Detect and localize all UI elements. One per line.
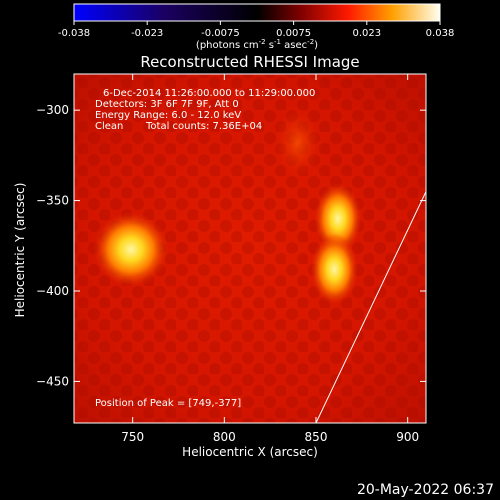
colorbar-tick-label: 0.038 xyxy=(426,28,455,39)
y-tick-label: −350 xyxy=(36,194,69,208)
colorbar-tick-label: -0.038 xyxy=(58,28,90,39)
colorbar-tick-label: -0.0075 xyxy=(201,28,240,39)
time-range: 6-Dec-2014 11:26:00.000 to 11:29:00.000 xyxy=(103,88,316,99)
x-axis-label: Heliocentric X (arcsec) xyxy=(182,445,318,459)
solar-limb-line xyxy=(315,191,426,423)
colorbar-units: (photons cm-2 s-1 asec-2) xyxy=(196,38,318,51)
detectors-info: Detectors: 3F 6F 7F 9F, Att 0 xyxy=(95,99,239,110)
colorbar-ticks: -0.038 -0.023 -0.0075 0.0075 0.023 0.038 xyxy=(58,21,454,39)
y-tick-label: −450 xyxy=(36,374,69,388)
colorbar-tick-label: 0.023 xyxy=(352,28,381,39)
y-tick-label: −400 xyxy=(36,284,69,298)
x-tick-label: 800 xyxy=(213,430,236,444)
x-tick-label: 900 xyxy=(396,430,419,444)
x-tick-label: 750 xyxy=(121,430,144,444)
source-blob xyxy=(92,211,169,288)
y-axis-label: Heliocentric Y (arcsec) xyxy=(13,183,27,318)
y-tick-label: −300 xyxy=(36,103,69,117)
colorbar-tick-label: -0.023 xyxy=(131,28,163,39)
axis-ticks: 750 800 850 900 −450 −400 −350 −300 xyxy=(36,74,426,444)
clean-label: Clean xyxy=(95,121,124,132)
source-blob xyxy=(310,233,359,306)
timestamp: 20-May-2022 06:37 xyxy=(356,482,494,498)
source-blob xyxy=(273,106,322,179)
chart-title: Reconstructed RHESSI Image xyxy=(140,53,359,71)
total-counts: Total counts: 7.36E+04 xyxy=(146,121,263,132)
peak-position: Position of Peak = [749,-377] xyxy=(95,398,242,409)
colorbar-tick-label: 0.0075 xyxy=(276,28,311,39)
heatmap-image xyxy=(74,74,426,423)
plot-frame xyxy=(73,73,427,424)
x-tick-label: 850 xyxy=(305,430,328,444)
energy-range: Energy Range: 6.0 - 12.0 keV xyxy=(95,110,242,121)
colorbar xyxy=(73,3,441,22)
